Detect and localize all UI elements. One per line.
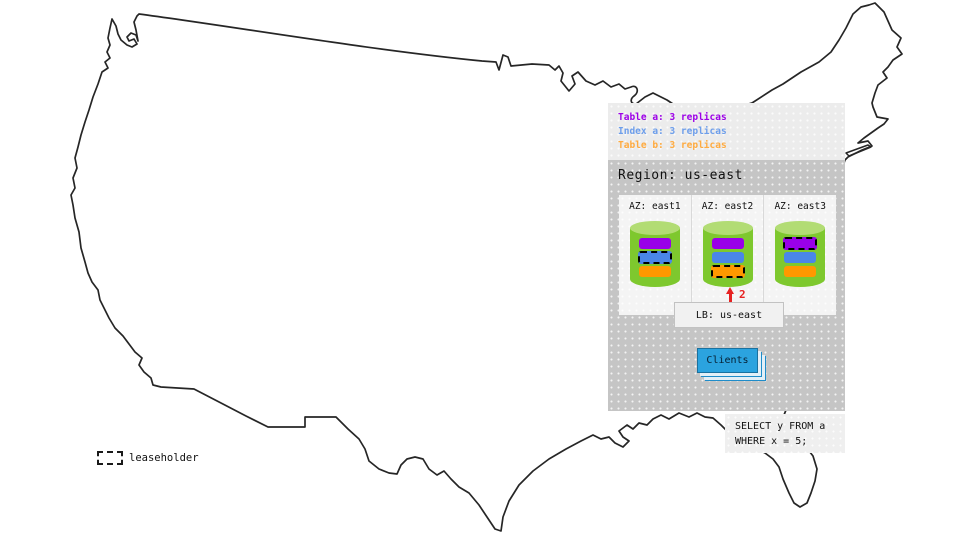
region-panel: Region: us-east AZ: east1 [608,160,845,411]
database-cylinder-east1 [629,221,680,287]
az-container: AZ: east1 AZ: east2 [619,195,836,315]
replica-bars [775,237,825,277]
replica-bars [703,238,753,278]
replica-bars [630,238,680,277]
leaseholder-key: leaseholder [97,451,199,465]
replica-table-a-leaseholder [783,237,818,250]
long-island-outline [845,144,872,157]
database-cylinder-east2 [702,221,753,287]
request-arrow [726,287,735,303]
arrow-head-icon [726,287,734,294]
replica-table-b [638,266,671,277]
legend-table-b: Table b: 3 replicas [618,140,727,151]
replica-index-a [711,252,744,263]
region-title: Region: us-east [618,168,743,183]
arrow-step-label: 2 [739,288,746,301]
az-east2: AZ: east2 [692,195,765,315]
cylinder-top [629,221,680,235]
az-east1: AZ: east1 [619,195,692,315]
clients-box: Clients [697,348,758,373]
leaseholder-dashed-swatch-icon [97,451,123,465]
load-balancer-box: LB: us-east [674,302,784,328]
database-cylinder-east3 [775,221,826,287]
us-map-outline [70,2,903,532]
cylinder-top [775,221,826,235]
legend-table-a: Table a: 3 replicas [618,112,727,123]
replica-table-b [784,266,817,277]
az-east3: AZ: east3 [764,195,836,315]
az-east3-label: AZ: east3 [774,201,826,212]
replica-legend: Table a: 3 replicas Index a: 3 replicas … [618,111,727,153]
replica-index-a-leaseholder [637,251,672,264]
replica-table-a [638,238,671,249]
replica-panel: Table a: 3 replicas Index a: 3 replicas … [608,103,845,411]
legend-index-a: Index a: 3 replicas [618,126,727,137]
arrow-line [729,293,732,303]
sql-line-2: WHERE x = 5; [735,436,808,447]
sql-line-1: SELECT y FROM a [735,421,826,432]
replica-table-a [711,238,744,249]
replica-index-a [784,252,817,263]
az-east1-label: AZ: east1 [629,201,681,212]
replica-table-b-leaseholder [710,265,745,278]
cylinder-top [702,221,753,235]
sql-query-box: SELECT y FROM a WHERE x = 5; [725,414,845,453]
az-east2-label: AZ: east2 [701,201,754,212]
leaseholder-key-label: leaseholder [129,452,199,464]
